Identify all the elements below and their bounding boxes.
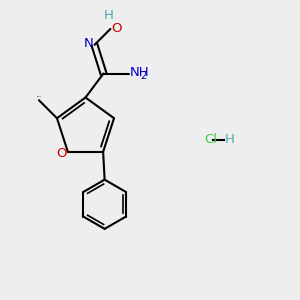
Text: H: H	[104, 9, 114, 22]
Text: H: H	[224, 133, 234, 146]
Text: 2: 2	[140, 71, 147, 81]
Text: NH: NH	[130, 66, 149, 80]
Text: O: O	[111, 22, 122, 35]
Text: N: N	[84, 38, 94, 50]
Text: Cl: Cl	[204, 133, 217, 146]
Text: O: O	[56, 147, 67, 160]
Text: methyl: methyl	[37, 95, 41, 97]
